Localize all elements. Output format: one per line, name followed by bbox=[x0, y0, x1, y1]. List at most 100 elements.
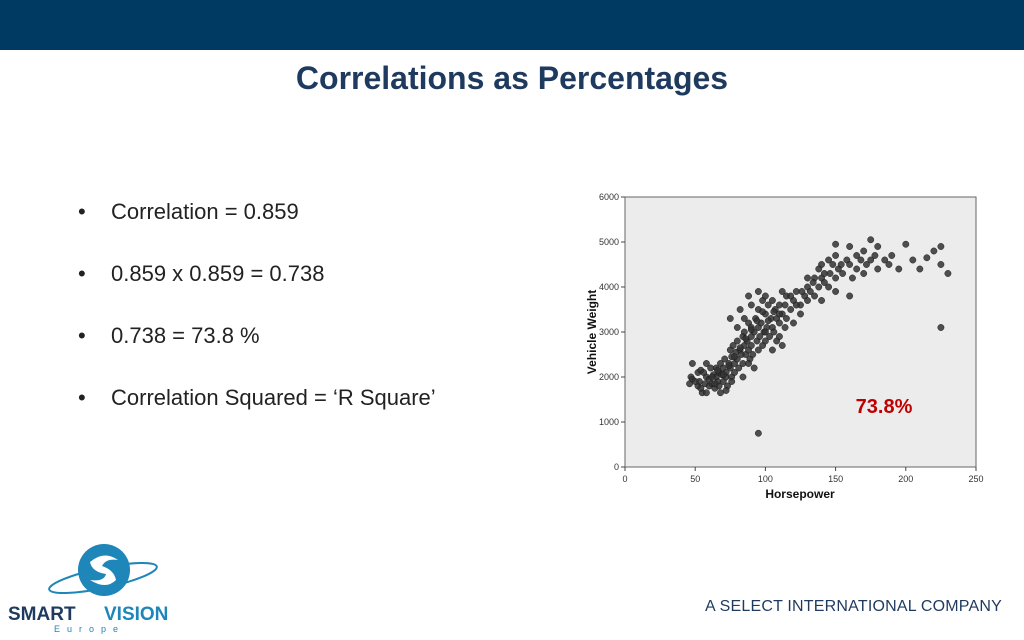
x-tick-label: 150 bbox=[828, 474, 843, 484]
scatter-point bbox=[790, 319, 797, 327]
bullet-text: 0.738 = 73.8 % bbox=[111, 323, 260, 348]
scatter-point bbox=[846, 243, 854, 250]
scatter-point bbox=[733, 324, 741, 331]
scatter-point bbox=[750, 364, 758, 372]
x-axis-ticks: 0 50 100 150 200 250 bbox=[622, 467, 984, 484]
scatter-chart: 0 50 100 150 200 250 0 1000 2000 3000 4000 5000 600… bbox=[585, 192, 984, 501]
scatter-point bbox=[937, 324, 945, 331]
scatter-point bbox=[769, 297, 776, 304]
r-square-annotation: 73.8% bbox=[856, 396, 913, 418]
scatter-point bbox=[781, 324, 789, 331]
scatter-point bbox=[745, 360, 752, 367]
scatter-point bbox=[770, 328, 778, 336]
bullet-dot: • bbox=[78, 261, 86, 286]
scatter-point bbox=[909, 256, 917, 264]
scatter-point bbox=[798, 288, 806, 295]
scatter-point bbox=[691, 378, 699, 385]
scatter-point bbox=[846, 292, 854, 300]
scatter-point bbox=[874, 265, 882, 273]
scatter-point bbox=[860, 270, 868, 277]
scatter-point bbox=[783, 315, 790, 322]
logo-tagline: Europe bbox=[54, 624, 125, 634]
scatter-point bbox=[736, 344, 744, 352]
scatter-point bbox=[733, 337, 741, 345]
scatter-point bbox=[725, 362, 733, 370]
bullet-text: 0.859 x 0.859 = 0.738 bbox=[111, 261, 325, 286]
scatter-point bbox=[846, 261, 854, 268]
footer-text: A SELECT INTERNATIONAL COMPANY bbox=[704, 598, 1002, 615]
scatter-point bbox=[756, 333, 764, 340]
scatter-point bbox=[703, 389, 710, 397]
scatter-point bbox=[729, 342, 737, 349]
scatter-point bbox=[754, 288, 762, 295]
scatter-point bbox=[930, 247, 938, 255]
scatter-point bbox=[853, 265, 861, 273]
x-axis-label: Horsepower bbox=[765, 487, 835, 501]
x-tick-label: 50 bbox=[690, 474, 700, 484]
scatter-point bbox=[711, 380, 719, 388]
y-axis-ticks: 0 1000 2000 3000 4000 5000 6000 bbox=[599, 192, 625, 472]
scatter-point bbox=[787, 292, 795, 300]
scatter-point bbox=[739, 373, 747, 381]
scatter-point bbox=[825, 283, 832, 291]
x-tick-label: 100 bbox=[758, 474, 773, 484]
scatter-point bbox=[708, 373, 716, 381]
scatter-point bbox=[804, 297, 811, 304]
scatter-point bbox=[815, 265, 823, 273]
logo-vision: VISION bbox=[104, 604, 168, 625]
scatter-point bbox=[916, 265, 924, 273]
scatter-point bbox=[722, 387, 730, 394]
bullet-dot: • bbox=[78, 385, 86, 410]
scatter-point bbox=[728, 378, 736, 385]
scatter-point bbox=[747, 301, 755, 309]
x-tick-label: 200 bbox=[898, 474, 913, 484]
scatter-point bbox=[811, 292, 818, 300]
scatter-point bbox=[726, 315, 734, 322]
y-tick-label: 6000 bbox=[599, 192, 619, 202]
scatter-point bbox=[761, 328, 769, 336]
y-tick-label: 1000 bbox=[599, 417, 619, 427]
bullet-dot: • bbox=[78, 323, 86, 348]
scatter-point bbox=[747, 342, 755, 349]
scatter-point bbox=[761, 337, 769, 345]
scatter-point bbox=[832, 274, 840, 282]
scatter-point bbox=[797, 310, 804, 318]
header-bar bbox=[0, 0, 1024, 50]
scatter-point bbox=[749, 351, 757, 358]
scatter-point bbox=[740, 328, 748, 336]
scatter-point bbox=[902, 240, 910, 248]
scatter-point bbox=[809, 279, 817, 286]
scatter-point bbox=[937, 261, 945, 268]
scatter-point bbox=[860, 247, 868, 255]
scatter-point bbox=[895, 265, 903, 273]
scatter-points bbox=[686, 236, 952, 437]
scatter-point bbox=[837, 261, 845, 268]
scatter-point bbox=[731, 369, 738, 376]
scatter-point bbox=[815, 283, 823, 291]
bullet-text: Correlation Squared = ‘R Square’ bbox=[111, 385, 436, 410]
scatter-point bbox=[888, 252, 896, 259]
scatter-point bbox=[839, 270, 847, 277]
scatter-point bbox=[787, 306, 795, 313]
scatter-point bbox=[923, 254, 931, 262]
smartvision-logo: SMART VISION Europe bbox=[8, 544, 168, 634]
scatter-point bbox=[753, 317, 761, 325]
y-tick-label: 3000 bbox=[599, 327, 619, 337]
scatter-point bbox=[731, 353, 738, 361]
scatter-point bbox=[754, 429, 762, 437]
scatter-point bbox=[806, 288, 814, 295]
scatter-point bbox=[944, 270, 952, 277]
slide-title: Correlations as Percentages bbox=[295, 60, 729, 96]
scatter-point bbox=[871, 252, 879, 259]
scatter-point bbox=[761, 292, 769, 300]
scatter-point bbox=[764, 317, 772, 325]
scatter-point bbox=[818, 297, 825, 304]
scatter-point bbox=[776, 333, 783, 340]
scatter-point bbox=[857, 256, 865, 264]
scatter-point bbox=[747, 326, 755, 334]
y-tick-label: 0 bbox=[614, 462, 619, 472]
scatter-point bbox=[832, 288, 840, 295]
scatter-point bbox=[714, 366, 722, 374]
y-tick-label: 4000 bbox=[599, 282, 619, 292]
scatter-point bbox=[742, 335, 750, 343]
